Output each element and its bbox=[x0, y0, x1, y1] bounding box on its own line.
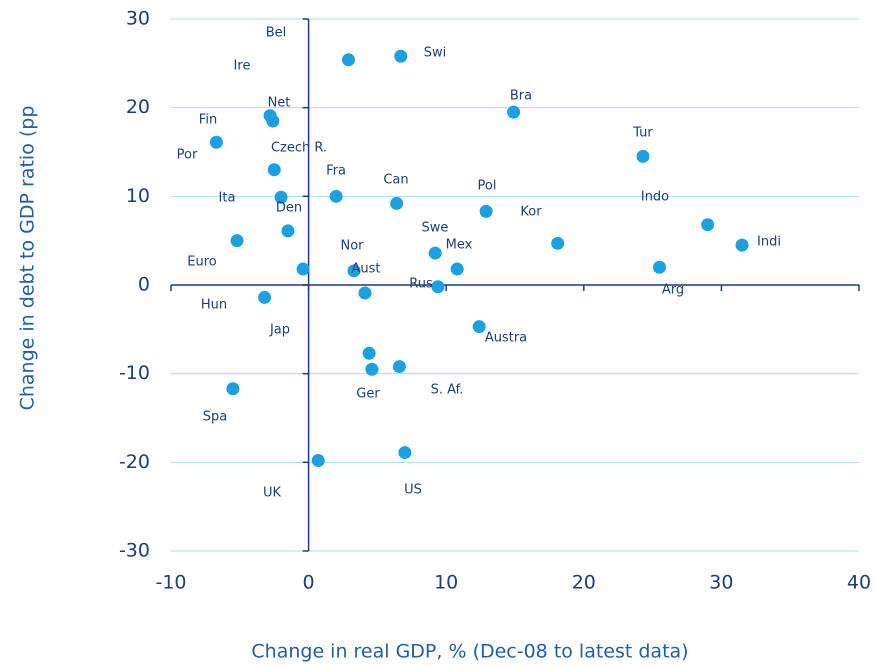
point-label: Can bbox=[383, 173, 408, 188]
point-label: Nor bbox=[340, 239, 364, 254]
point bbox=[636, 149, 650, 163]
point bbox=[329, 189, 343, 203]
x-tick-label: 40 bbox=[847, 572, 871, 594]
point bbox=[551, 236, 565, 250]
point-label: Swi bbox=[424, 46, 447, 61]
point bbox=[390, 196, 404, 210]
point-label: Jap bbox=[269, 323, 290, 338]
point bbox=[392, 360, 406, 374]
point-label: Ita bbox=[219, 191, 236, 206]
point-label: Rus bbox=[409, 277, 433, 292]
y-tick-label: 10 bbox=[126, 185, 150, 207]
point-label: Bel bbox=[266, 26, 287, 41]
point-label: Bra bbox=[510, 89, 532, 104]
point-label: Den bbox=[276, 201, 302, 216]
point bbox=[365, 362, 379, 376]
point-label: Ger bbox=[356, 387, 380, 402]
point-label: S. Af. bbox=[431, 383, 464, 398]
x-tick-label: 20 bbox=[572, 572, 596, 594]
point-label: Austra bbox=[485, 331, 527, 346]
y-tick-label: -30 bbox=[119, 540, 150, 562]
y-tick-label: 30 bbox=[126, 8, 150, 30]
point-label: Spa bbox=[203, 410, 227, 425]
y-tick-label: 0 bbox=[138, 274, 150, 296]
point bbox=[701, 218, 715, 232]
point bbox=[735, 238, 749, 252]
point bbox=[263, 109, 277, 123]
point-label: Indi bbox=[757, 235, 781, 250]
point bbox=[507, 105, 521, 119]
point bbox=[296, 262, 310, 276]
point-label: Tur bbox=[632, 126, 653, 141]
point-label: Aust bbox=[351, 262, 380, 277]
x-tick-label: 30 bbox=[709, 572, 733, 594]
y-tick-label: -20 bbox=[119, 451, 150, 473]
point-label: Fin bbox=[199, 113, 217, 128]
point bbox=[652, 260, 666, 274]
point-label: Por bbox=[177, 148, 198, 163]
point-label: US bbox=[404, 483, 422, 498]
point-label: Czech R. bbox=[271, 141, 327, 156]
x-axis-title: Change in real GDP, % (Dec-08 to latest … bbox=[251, 641, 688, 663]
point-label: Kor bbox=[520, 205, 542, 220]
point-label: Euro bbox=[187, 255, 217, 270]
point-label: Fra bbox=[326, 164, 346, 179]
point bbox=[431, 280, 445, 294]
x-tick-label: 10 bbox=[434, 572, 458, 594]
point-label: Pol bbox=[478, 179, 497, 194]
y-axis-title: Change in debt to GDP ratio (pp bbox=[17, 106, 39, 411]
point bbox=[450, 262, 464, 276]
point-label: Net bbox=[268, 96, 291, 111]
point bbox=[226, 382, 240, 396]
point-label: UK bbox=[263, 486, 282, 501]
point bbox=[358, 286, 372, 300]
x-tick-label: -10 bbox=[155, 572, 186, 594]
point-label: Ire bbox=[234, 59, 251, 74]
point bbox=[311, 454, 325, 468]
point-label: Indo bbox=[641, 190, 669, 205]
point bbox=[472, 320, 486, 334]
y-tick-label: 20 bbox=[126, 96, 150, 118]
point bbox=[362, 346, 376, 360]
y-tick-label: -10 bbox=[119, 362, 150, 384]
point bbox=[267, 163, 281, 177]
point bbox=[398, 446, 412, 460]
x-tick-label: 0 bbox=[303, 572, 315, 594]
point bbox=[209, 135, 223, 149]
point bbox=[274, 190, 288, 204]
point bbox=[428, 246, 442, 260]
point bbox=[281, 224, 295, 238]
point bbox=[347, 264, 361, 278]
point bbox=[342, 53, 356, 67]
point-label: Mex bbox=[446, 238, 473, 253]
point-label: Arg bbox=[662, 283, 684, 298]
point-label: Hun bbox=[201, 298, 227, 313]
point bbox=[258, 290, 272, 304]
point bbox=[479, 204, 493, 218]
point bbox=[394, 49, 408, 63]
point bbox=[230, 234, 244, 248]
point-label: Swe bbox=[422, 221, 449, 236]
